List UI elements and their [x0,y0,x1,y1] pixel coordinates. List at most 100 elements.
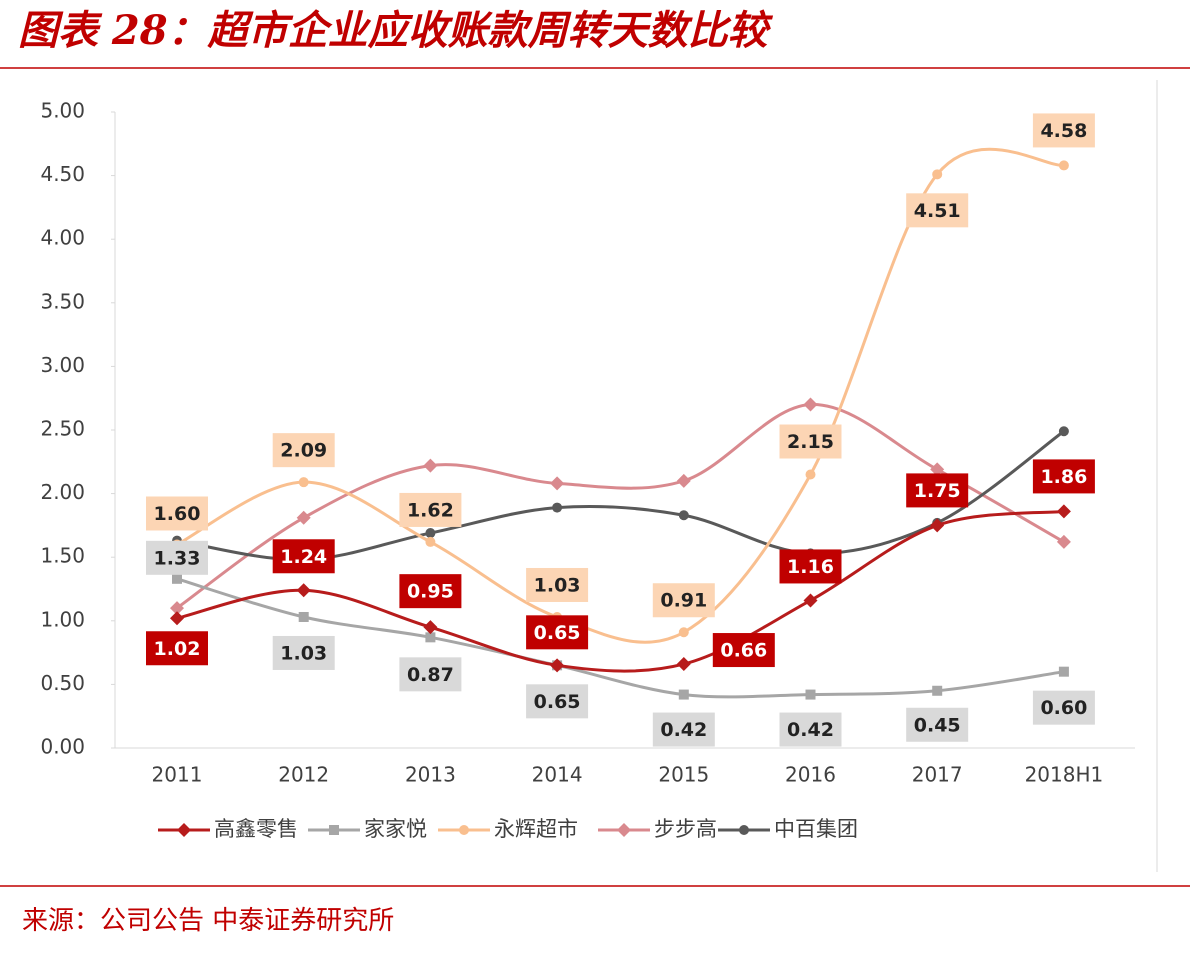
data-label-box [779,712,842,747]
marker [932,169,943,180]
data-label: 4.51 [914,200,961,222]
marker [423,620,438,635]
y-tick-label: 3.50 [40,289,85,313]
data-label-box [779,424,842,459]
data-label-box [906,473,969,508]
x-tick-label: 2013 [405,763,456,787]
y-tick-label: 0.50 [40,671,85,695]
data-label-box [652,712,715,747]
y-tick-label: 4.50 [40,162,85,186]
data-label-box [272,635,335,670]
marker [678,627,689,638]
marker [1058,426,1069,437]
data-label-box [146,540,208,575]
x-tick-label: 2016 [785,763,836,787]
line [176,509,1065,673]
legend-marker [459,825,469,835]
data-label: 2.09 [280,440,327,462]
legend-label: 永辉超市 [494,817,578,841]
data-label-box [399,492,462,527]
data-label: 1.02 [154,638,201,660]
marker [550,476,565,491]
x-tick-label: 2018H1 [1025,763,1104,787]
series [170,397,1071,616]
marker [1058,666,1069,677]
legend-marker [177,823,191,837]
data-label: 0.60 [1040,697,1087,719]
data-label: 1.03 [534,574,581,596]
data-label-box [906,707,969,742]
data-label-box [779,549,842,584]
legend-label: 中百集团 [774,817,858,841]
data-label-box [399,657,462,692]
data-label-box [1032,459,1095,494]
chart-title: 图表 28：超市企业应收账款周转天数比较 [18,7,774,54]
y-tick-label: 0.00 [40,735,85,759]
marker [678,510,689,521]
legend-marker [617,823,631,837]
data-label: 1.86 [1040,466,1087,488]
data-label-box [526,567,589,602]
marker [170,601,184,616]
y-tick-label: 3.00 [40,353,85,377]
x-tick-label: 2017 [912,763,963,787]
x-tick-label: 2012 [278,763,329,787]
data-label-box [272,433,335,468]
marker [1058,160,1069,171]
data-label-box [399,574,462,609]
marker [423,458,438,473]
data-label-box [146,631,208,666]
data-label: 1.24 [280,546,327,568]
legend-marker [329,825,339,835]
marker [930,518,945,533]
data-label-box [652,583,715,618]
legend-marker [739,825,749,835]
y-tick-label: 2.00 [40,480,85,504]
data-label: 0.91 [660,590,707,612]
line [176,403,1065,610]
data-label: 0.66 [720,640,767,662]
marker [296,510,311,525]
marker [172,573,182,584]
x-tick-label: 2014 [532,763,583,787]
data-label: 1.03 [280,642,327,664]
marker [676,473,691,488]
legend-label: 高鑫零售 [214,817,298,841]
marker [805,469,816,480]
data-label: 1.75 [914,480,961,502]
data-label: 0.42 [787,719,834,741]
marker [550,658,565,673]
marker [296,583,311,598]
marker [425,632,436,643]
data-label: 4.58 [1040,120,1087,142]
legend-label: 家家悦 [364,817,427,841]
data-label: 2.15 [787,431,834,453]
data-label-box [146,496,208,531]
data-label-box [526,615,589,650]
y-tick-label: 4.00 [40,226,85,250]
data-label: 1.60 [154,503,201,525]
data-label: 0.95 [407,581,454,603]
marker [1056,534,1071,549]
marker [803,397,818,412]
data-label-box [272,539,335,574]
marker [930,462,945,477]
data-label: 0.65 [534,622,581,644]
data-label: 0.42 [660,719,707,741]
marker [932,685,943,696]
y-tick-label: 1.50 [40,544,85,568]
data-label: 1.62 [407,499,454,521]
marker [425,536,436,547]
line [176,577,1065,699]
y-tick-label: 1.00 [40,607,85,631]
marker [425,528,436,539]
data-label: 0.45 [914,714,961,736]
data-label-box [1032,113,1095,148]
data-label-box [906,193,969,228]
data-label: 1.16 [787,556,834,578]
x-tick-label: 2011 [152,763,203,787]
data-label-box [712,633,775,668]
legend-label: 步步高 [654,817,717,841]
source: 来源：公司公告 中泰证券研究所 [22,906,394,936]
